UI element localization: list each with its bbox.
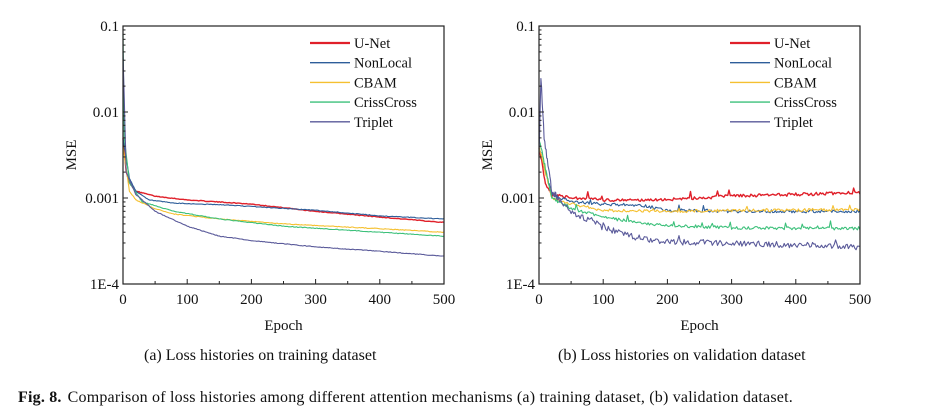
series-line-unet bbox=[122, 138, 445, 224]
legend-label: CBAM bbox=[354, 75, 397, 91]
legend: U-Net NonLocal CBAM CrissCross Triplet bbox=[730, 36, 837, 131]
y-tick-label: 1E-4 bbox=[90, 277, 120, 293]
y-tick-label: 1E-4 bbox=[506, 277, 536, 293]
series-line-triplet bbox=[122, 52, 444, 257]
x-axis-label: Epoch bbox=[680, 318, 719, 334]
x-tick-label: 0 bbox=[535, 292, 543, 308]
figure-caption: Fig. 8. Comparison of loss histories amon… bbox=[18, 389, 793, 407]
legend-label: Triplet bbox=[354, 115, 393, 131]
subplot-a-caption: (a) Loss histories on training dataset bbox=[144, 347, 377, 364]
y-tick-label: 0.01 bbox=[93, 105, 119, 121]
figure-label: Fig. 8. bbox=[18, 389, 62, 406]
series-line-cbam bbox=[538, 147, 861, 214]
x-tick-label: 100 bbox=[592, 292, 615, 308]
series-line-crisscross bbox=[122, 34, 445, 237]
x-tick-label: 300 bbox=[720, 292, 743, 308]
legend-label: CrissCross bbox=[774, 95, 837, 111]
x-tick-label: 300 bbox=[304, 292, 327, 308]
series-line-triplet bbox=[538, 78, 861, 251]
legend-label: NonLocal bbox=[354, 56, 412, 72]
y-tick-label: 0.1 bbox=[100, 19, 119, 35]
x-tick-label: 500 bbox=[849, 292, 872, 308]
y-axis-label: MSE bbox=[64, 140, 80, 171]
y-tick-label: 0.01 bbox=[509, 105, 535, 121]
legend: U-Net NonLocal CBAM CrissCross Triplet bbox=[310, 36, 417, 131]
legend-label: NonLocal bbox=[774, 56, 832, 72]
series-line-nonlocal bbox=[538, 147, 861, 214]
x-tick-label: 400 bbox=[785, 292, 808, 308]
chart-training: 0 100 200 300 400 500 1E-4 0.001 0.01 0.1 Epoch MSE… bbox=[64, 19, 455, 334]
x-tick-label: 200 bbox=[240, 292, 263, 308]
legend-label: CrissCross bbox=[354, 95, 417, 111]
y-tick-label: 0.1 bbox=[516, 19, 535, 35]
legend-label: U-Net bbox=[774, 36, 810, 52]
x-tick-label: 200 bbox=[656, 292, 679, 308]
legend-label: Triplet bbox=[774, 115, 813, 131]
x-axis-label: Epoch bbox=[264, 318, 303, 334]
y-tick-label: 0.001 bbox=[85, 191, 119, 207]
y-tick-label: 0.001 bbox=[501, 191, 535, 207]
figure-caption-text: Comparison of loss histories among diffe… bbox=[67, 389, 793, 406]
subplot-b-caption: (b) Loss histories on validation dataset bbox=[558, 347, 806, 364]
x-tick-label: 0 bbox=[119, 292, 127, 308]
x-tick-label: 400 bbox=[369, 292, 392, 308]
series-line-unet bbox=[538, 147, 861, 203]
x-tick-label: 500 bbox=[433, 292, 456, 308]
y-axis-label: MSE bbox=[480, 140, 496, 171]
chart-validation: 0 100 200 300 400 500 1E-4 0.001 0.01 0.1 Epoch MSE… bbox=[480, 19, 871, 334]
x-tick-label: 100 bbox=[176, 292, 199, 308]
legend-label: CBAM bbox=[774, 75, 817, 91]
legend-label: U-Net bbox=[354, 36, 390, 52]
series-line-cbam bbox=[122, 146, 445, 233]
series-line-nonlocal bbox=[122, 137, 445, 220]
series-line-crisscross bbox=[538, 137, 861, 231]
